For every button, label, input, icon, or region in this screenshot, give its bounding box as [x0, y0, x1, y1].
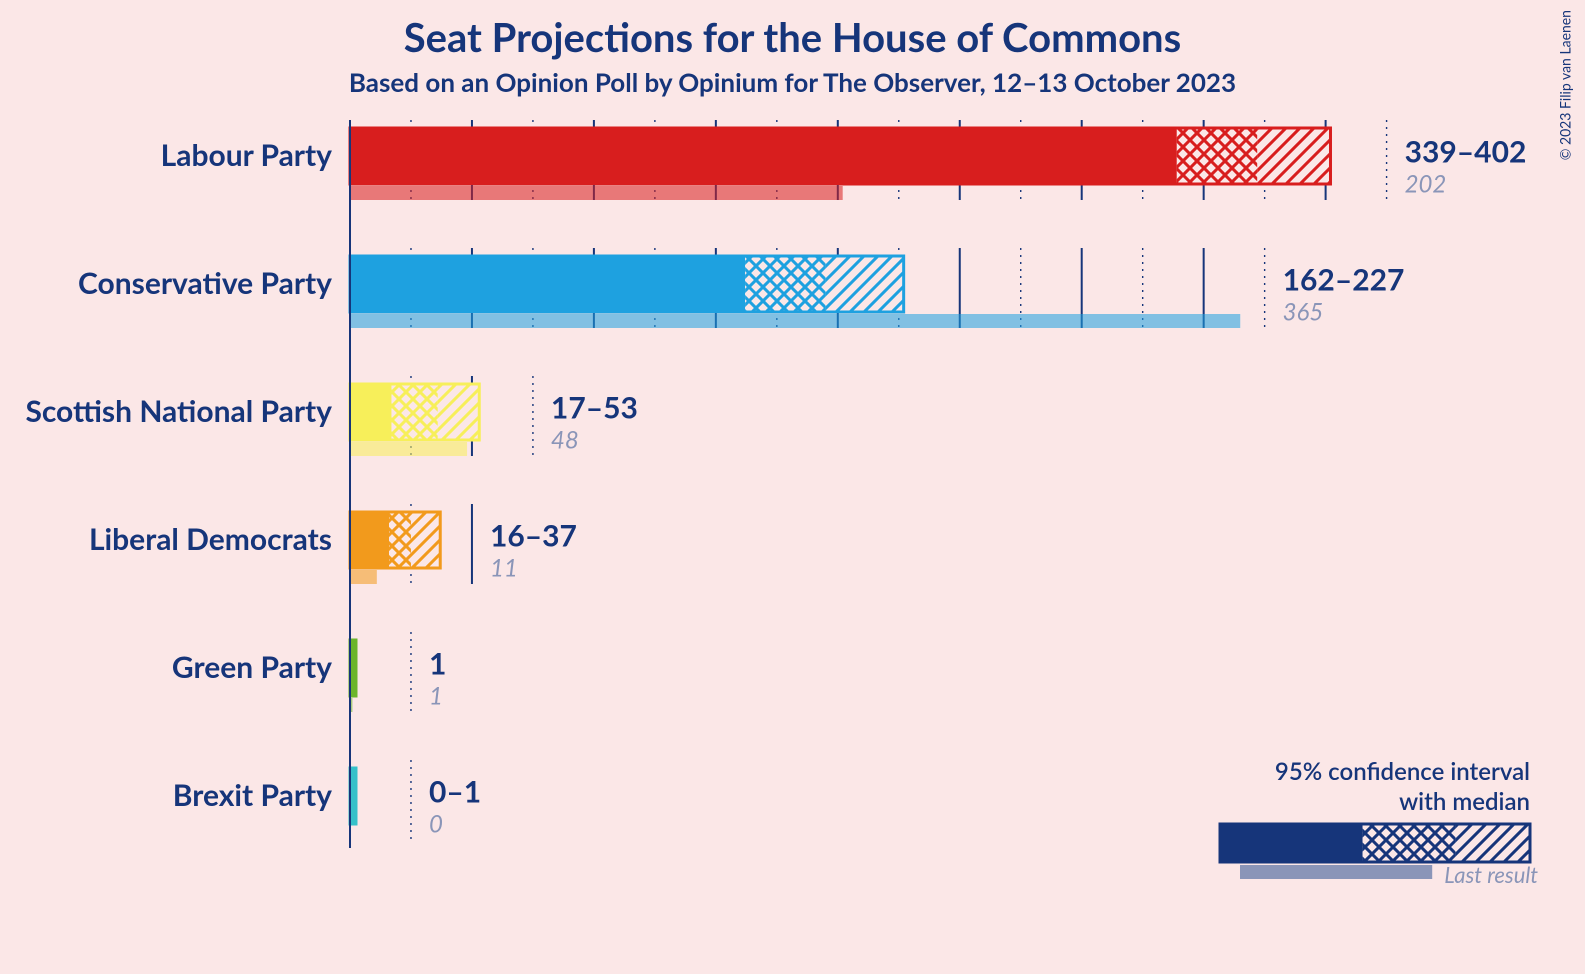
last-result-label: 0 — [429, 810, 443, 839]
last-result-label: 48 — [551, 426, 579, 455]
last-result-label: 1 — [429, 682, 443, 711]
last-result-label: 11 — [490, 554, 518, 583]
last-result-label: 202 — [1405, 170, 1447, 199]
svg-text:Seat Projections for the House: Seat Projections for the House of Common… — [404, 13, 1181, 61]
party-label: Liberal Democrats — [89, 521, 332, 557]
svg-text:95% confidence interval: 95% confidence interval — [1275, 757, 1530, 786]
party-label: Brexit Party — [173, 777, 332, 813]
range-label: 16–37 — [490, 518, 577, 554]
party-label: Conservative Party — [78, 265, 332, 301]
range-label: 0–1 — [429, 774, 481, 810]
party-label: Green Party — [172, 649, 332, 685]
range-label: 1 — [429, 646, 446, 682]
seat-projection-chart: Seat Projections for the House of Common… — [0, 0, 1585, 974]
range-label: 162–227 — [1283, 262, 1405, 298]
copyright-text: © 2023 Filip van Laenen — [1556, 10, 1573, 160]
range-label: 17–53 — [551, 390, 638, 426]
svg-text:Based on an Opinion Poll by Op: Based on an Opinion Poll by Opinium for … — [349, 66, 1236, 98]
legend-last-label: Last result — [1444, 861, 1538, 888]
party-label: Labour Party — [161, 137, 333, 173]
last-result-label: 365 — [1283, 298, 1324, 327]
svg-text:with median: with median — [1399, 787, 1530, 816]
party-label: Scottish National Party — [25, 393, 332, 429]
range-label: 339–402 — [1405, 134, 1527, 170]
